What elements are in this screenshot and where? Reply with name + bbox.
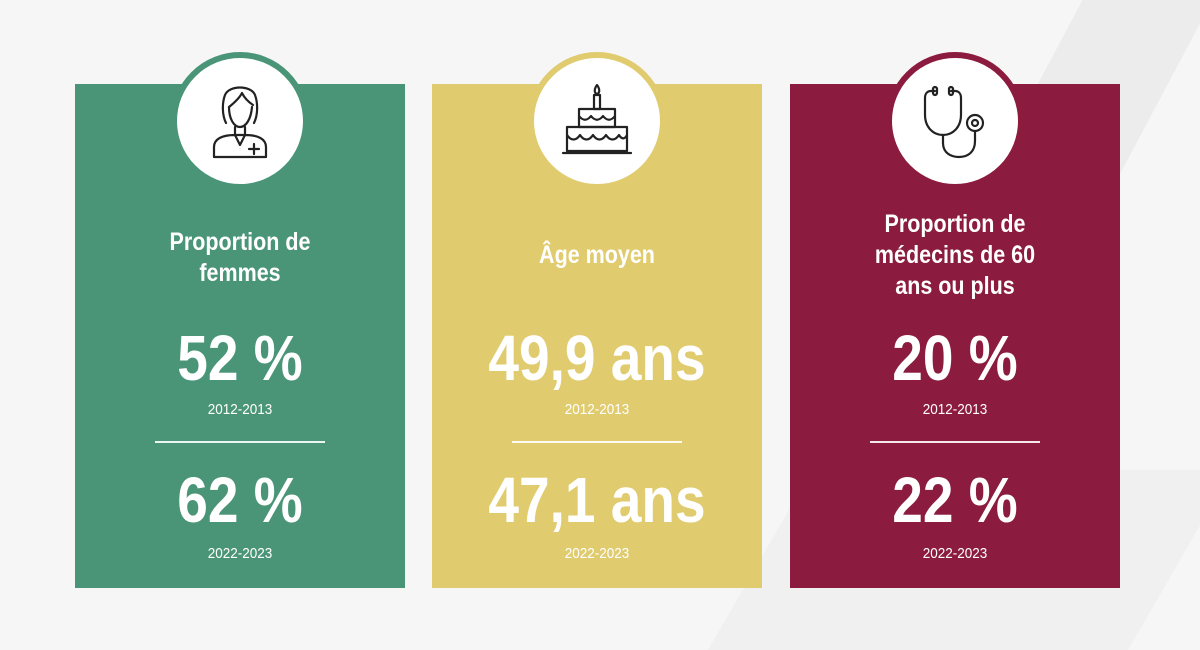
divider xyxy=(155,441,325,443)
stat-value-2022: 62 % xyxy=(177,464,303,536)
stat-period-2022: 2022-2023 xyxy=(207,545,273,562)
stat-period-2012: 2012-2013 xyxy=(922,401,988,418)
stat-value-2012: 20 % xyxy=(892,322,1018,394)
birthday-cake-icon xyxy=(561,83,633,155)
female-nurse-icon xyxy=(212,86,268,159)
icon-badge xyxy=(886,52,1024,190)
divider xyxy=(512,441,682,443)
stat-period-2022: 2022-2023 xyxy=(564,545,630,562)
stat-value-2012: 49,9 ans xyxy=(488,322,706,394)
stat-value-2012: 52 % xyxy=(177,322,303,394)
divider xyxy=(870,441,1040,443)
card-physicians-60-plus: Proportion de médecins de 60 ans ou plus… xyxy=(790,52,1120,588)
icon-badge xyxy=(528,52,666,190)
stat-period-2012: 2012-2013 xyxy=(564,401,630,418)
card-title: Proportion de médecins de 60 ans ou plus xyxy=(874,210,1036,300)
icon-badge xyxy=(171,52,309,190)
card-women-proportion: Proportion de femmes 52 % 2012-2013 62 %… xyxy=(75,52,405,588)
card-average-age: Âge moyen 49,9 ans 2012-2013 47,1 ans 20… xyxy=(432,52,762,588)
stat-value-2022: 22 % xyxy=(892,464,1018,536)
stat-period-2022: 2022-2023 xyxy=(922,545,988,562)
card-title: Âge moyen xyxy=(539,241,655,269)
card-title: Proportion de femmes xyxy=(169,228,311,287)
stat-period-2012: 2012-2013 xyxy=(207,401,273,418)
stethoscope-icon xyxy=(923,85,985,159)
stat-value-2022: 47,1 ans xyxy=(488,464,706,536)
